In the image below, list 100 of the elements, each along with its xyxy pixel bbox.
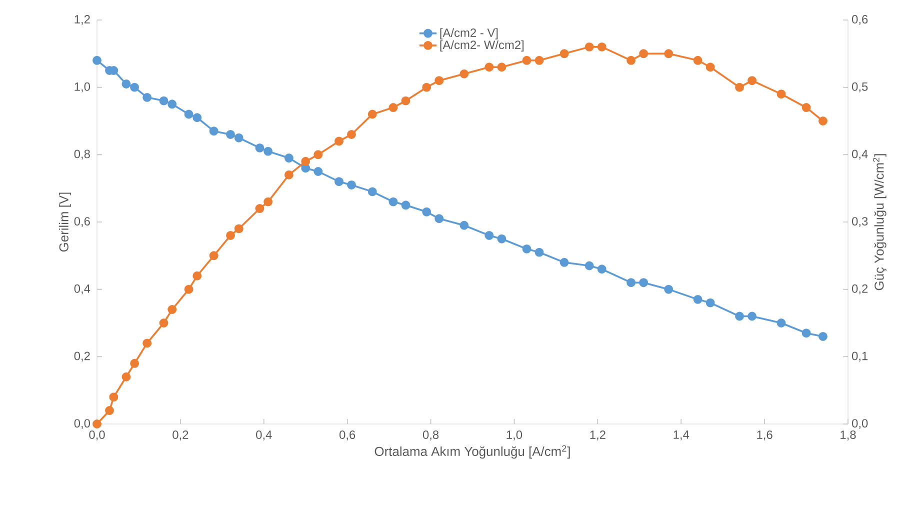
point [706, 298, 715, 308]
point [735, 82, 744, 92]
point [159, 318, 168, 328]
point [192, 271, 202, 280]
y2-tick-label: 0,4 [852, 150, 868, 160]
point [664, 49, 674, 58]
point [209, 126, 218, 136]
y2-axis-title: Güç Yoğunluğu [W/cm$^{2}$] [872, 154, 886, 290]
point [748, 76, 757, 86]
legend-label: [A/cm2 - V] [440, 28, 498, 40]
point [484, 62, 494, 72]
point [334, 177, 344, 186]
y2-tick-label: 0,1 [852, 352, 868, 362]
point [584, 261, 594, 270]
point [284, 154, 294, 163]
y2-tick-label: 0,5 [852, 82, 868, 92]
point [802, 328, 811, 338]
point [109, 392, 118, 402]
point [422, 207, 432, 216]
point [168, 305, 177, 314]
x-tick-label: 1,8 [840, 430, 856, 440]
point [122, 79, 131, 88]
point [234, 133, 244, 142]
point [347, 180, 356, 190]
point [422, 82, 432, 92]
point [639, 278, 648, 288]
x-tick-label: 1,0 [506, 430, 522, 440]
point [368, 110, 377, 119]
y-tick-label: 0,8 [74, 150, 90, 160]
y2-tick-label: 0,2 [852, 284, 868, 294]
x-tick-label: 0,4 [256, 430, 272, 440]
point [264, 197, 273, 206]
point [664, 284, 674, 294]
point [460, 69, 469, 78]
point [92, 420, 102, 428]
legend-label: [A/cm2- W/cm2] [440, 40, 524, 52]
point [314, 167, 323, 176]
point [142, 338, 152, 348]
point [105, 406, 114, 416]
y2-tick-label: 0,0 [852, 419, 868, 429]
point [234, 224, 244, 234]
point [626, 56, 636, 65]
y-tick-label: 0,4 [74, 284, 90, 294]
point [522, 56, 532, 65]
y-tick-label: 0,0 [74, 419, 90, 429]
point [184, 284, 194, 294]
point [818, 332, 828, 341]
point [401, 96, 410, 106]
point [776, 90, 786, 99]
point [497, 62, 506, 72]
y2-tick-label: 0,6 [852, 15, 868, 25]
x-tick-label: 0,6 [339, 430, 356, 440]
point [226, 130, 235, 139]
point [168, 100, 177, 109]
point [142, 92, 152, 102]
y2-tick-label: 0,3 [852, 217, 868, 227]
point [434, 214, 444, 224]
point [159, 96, 168, 106]
x-tick-label: 0,8 [422, 430, 439, 440]
point [368, 187, 377, 196]
point [497, 234, 506, 244]
x-tick-label: 1,6 [757, 430, 772, 440]
point [192, 113, 202, 122]
x-tick-label: 1,4 [674, 430, 690, 440]
y-axis-title: Gerilim [V] [58, 192, 72, 252]
point [184, 110, 194, 119]
point [284, 170, 294, 180]
point [534, 248, 544, 257]
point [584, 42, 594, 52]
point [639, 49, 648, 58]
point [388, 103, 398, 112]
point [388, 197, 398, 206]
y-tick-label: 0,6 [74, 217, 90, 227]
point [597, 264, 606, 274]
point [776, 318, 786, 328]
point [484, 230, 494, 240]
point [314, 150, 323, 160]
point [597, 42, 606, 52]
point [706, 62, 715, 72]
point [802, 103, 811, 112]
y-tick-label: 1,2 [74, 15, 90, 25]
point [818, 116, 828, 126]
y-tick-label: 0,2 [74, 352, 90, 362]
point [401, 200, 410, 210]
point [92, 56, 102, 65]
point [334, 136, 344, 146]
point [560, 258, 569, 267]
point [226, 230, 235, 240]
point [522, 244, 532, 254]
point [460, 220, 469, 230]
x-tick-label: 0,0 [89, 430, 105, 440]
point [560, 49, 569, 58]
point [693, 56, 702, 65]
point [130, 358, 140, 368]
point [748, 312, 757, 321]
point [255, 204, 264, 214]
point [264, 146, 273, 156]
point [122, 372, 131, 382]
y-tick-label: 1,0 [74, 82, 90, 92]
x-tick-label: 1,2 [590, 430, 606, 440]
